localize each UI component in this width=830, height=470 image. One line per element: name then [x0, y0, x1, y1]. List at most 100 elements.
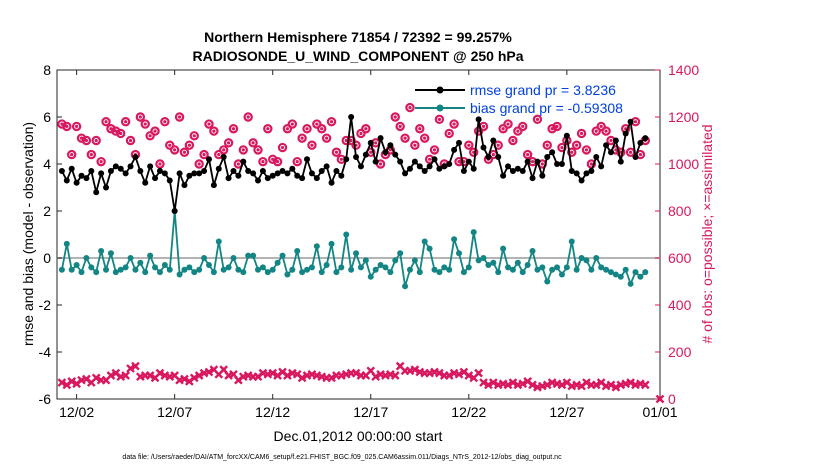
obs-possible-point-core — [246, 115, 250, 119]
obs-possible-point-core — [511, 138, 515, 143]
bias-point — [78, 269, 85, 276]
obs-possible-point-core — [364, 127, 368, 131]
rmse-point — [225, 175, 232, 182]
rmse-point — [63, 177, 70, 184]
obs-possible-point-core — [119, 131, 123, 136]
obs-assimilated-point — [371, 372, 381, 382]
obs-possible-point — [140, 119, 150, 129]
obs-possible-point — [120, 116, 131, 127]
bias-point — [514, 259, 521, 266]
obs-possible-point-core — [290, 122, 294, 126]
obs-possible-point — [518, 121, 528, 132]
rmse-point — [333, 168, 340, 175]
obs-possible-point-core — [530, 160, 535, 164]
bias-point — [607, 269, 614, 276]
rmse-point — [593, 153, 600, 160]
obs-possible-point — [165, 140, 175, 150]
obs-assimilated-point — [611, 382, 621, 392]
bias-point — [529, 247, 536, 254]
obs-possible-point — [272, 156, 283, 167]
bias-point — [612, 271, 619, 278]
obs-possible-point — [616, 147, 626, 157]
bias-point — [387, 269, 394, 276]
obs-possible-point-core — [148, 134, 152, 138]
rmse-point — [416, 163, 423, 170]
obs-possible-point-core — [604, 129, 608, 133]
rmse-point — [603, 142, 610, 149]
obs-possible-point-core — [217, 153, 221, 157]
obs-possible-point-core — [153, 129, 157, 133]
bias-point — [318, 269, 325, 276]
obs-assimilated-point — [268, 368, 278, 378]
rmse-point — [362, 151, 369, 158]
y-left-tick-label: -4 — [39, 344, 52, 360]
obs-possible-point-core — [584, 148, 589, 152]
obs-possible-point — [238, 145, 248, 155]
rmse-point — [323, 163, 330, 170]
rmse-point — [563, 132, 570, 139]
obs-possible-point — [395, 121, 405, 132]
bias-point — [637, 273, 644, 280]
rmse-point — [274, 170, 281, 177]
rmse-point — [377, 135, 384, 142]
obs-possible-point — [297, 133, 307, 143]
rmse-point — [411, 158, 418, 165]
obs-assimilated-point — [180, 374, 189, 384]
obs-possible-point-core — [496, 143, 500, 147]
obs-possible-point-core — [99, 160, 103, 164]
obs-possible-point — [169, 145, 180, 155]
obs-possible-point-core — [599, 124, 603, 128]
obs-possible-point-core — [177, 115, 182, 119]
bias-point — [93, 269, 100, 276]
x-tick-label: 12/12 — [255, 404, 290, 420]
legend: rmse grand pr = 3.8236 bias grand pr = -… — [415, 82, 623, 116]
obs-possible-point — [91, 135, 101, 146]
obs-possible-point — [62, 121, 72, 132]
rmse-point — [588, 168, 595, 175]
obs-possible-point-core — [638, 153, 642, 157]
obs-assimilated-point — [194, 371, 204, 380]
obs-possible-point-core — [84, 138, 89, 143]
obs-possible-point-core — [295, 160, 299, 164]
bias-point — [83, 255, 90, 261]
obs-possible-point — [218, 145, 229, 155]
obs-assimilated-point — [464, 371, 474, 380]
obs-possible-point — [532, 114, 543, 125]
obs-possible-point — [81, 135, 92, 146]
obs-possible-point-core — [325, 136, 329, 140]
obs-possible-point-core — [423, 136, 427, 140]
bias-point — [402, 283, 409, 290]
rmse-point — [299, 175, 306, 182]
rmse-point — [171, 208, 178, 214]
bias-point — [245, 252, 252, 259]
obs-possible-point-core — [628, 150, 633, 154]
obs-possible-point-core — [521, 124, 525, 128]
rmse-point — [451, 146, 458, 153]
y-left-tick-label: -2 — [39, 297, 52, 313]
y-right-tick-label: 0 — [668, 391, 676, 407]
obs-possible-point-core — [540, 162, 544, 166]
bias-point — [357, 264, 364, 271]
bias-point — [554, 264, 561, 271]
rmse-point — [612, 137, 619, 144]
obs-possible-point-core — [609, 138, 613, 143]
bias-point — [377, 262, 384, 269]
rmse-point — [524, 158, 531, 165]
rmse-point — [122, 170, 129, 177]
obs-possible-point-core — [236, 162, 240, 166]
obs-possible-point-core — [374, 141, 378, 145]
rmse-point — [568, 168, 575, 175]
obs-possible-point-core — [633, 120, 638, 124]
obs-possible-point-core — [408, 106, 412, 110]
rmse-point — [294, 172, 301, 179]
chart-title-line1: Northern Hemisphere 71854 / 72392 = 99.2… — [204, 29, 512, 45]
rmse-point — [338, 172, 345, 179]
obs-possible-point — [243, 112, 253, 122]
bias-point — [259, 264, 266, 271]
y-axis-left-label: rmse and bias (model - observation) — [20, 122, 36, 346]
bias-point — [406, 266, 413, 273]
obs-possible-point — [67, 149, 77, 160]
rmse-point — [456, 139, 462, 146]
bias-point — [103, 266, 110, 273]
bias-point — [215, 238, 222, 245]
